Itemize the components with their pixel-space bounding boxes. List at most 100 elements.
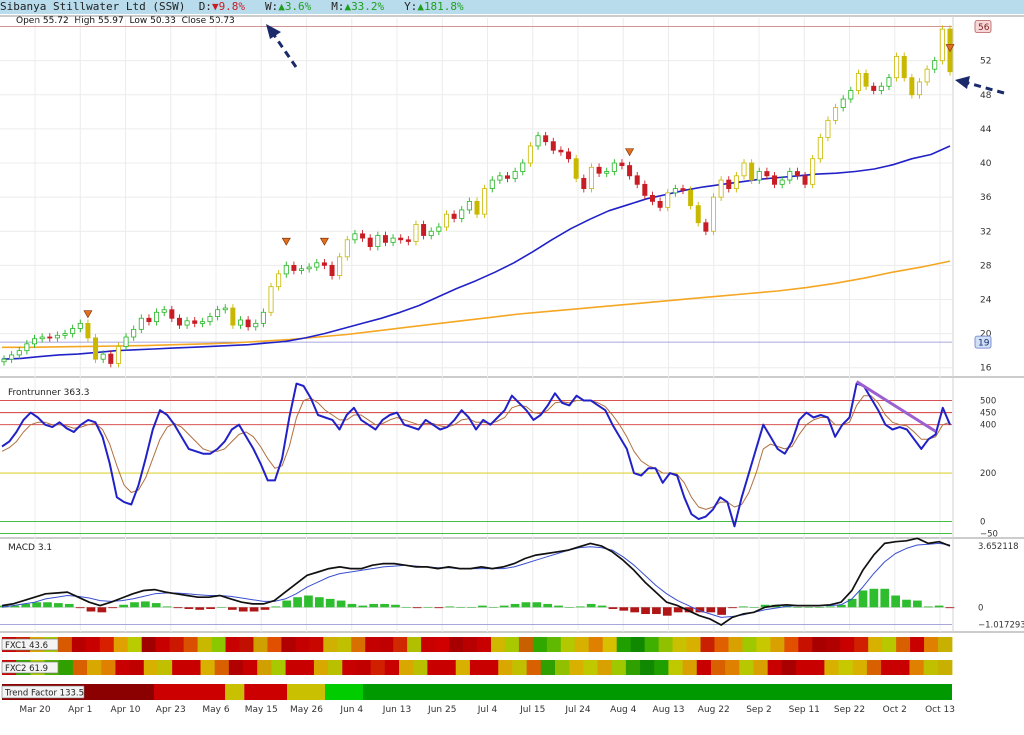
fxc1-cell — [532, 637, 548, 652]
x-tick-label: Oct 2 — [883, 705, 907, 715]
candle-body — [665, 192, 671, 208]
ohlc-readout: Open 55.72 High 55.97 Low 50.33 Close 50… — [16, 16, 235, 26]
macd-histogram-bar — [934, 605, 944, 608]
fxc1-cell — [826, 637, 841, 652]
candle-body — [260, 311, 266, 324]
macd-histogram-bar — [141, 601, 150, 608]
fxc1-cell — [421, 637, 436, 652]
macd-histogram-bar — [521, 602, 531, 608]
x-tick-label: Jul 15 — [519, 705, 545, 715]
candle-body — [321, 262, 327, 266]
fxc2-cell — [271, 660, 286, 675]
macd-line — [1, 537, 951, 626]
fxc2-cell — [739, 660, 754, 675]
fxc2-cell — [413, 660, 428, 675]
candle-body — [85, 322, 91, 339]
macd-histogram-bar — [662, 607, 672, 616]
fxc1-label: FXC1 43.6 — [5, 641, 48, 651]
macd-histogram-bar — [282, 600, 292, 608]
high-value: 55.97 — [97, 16, 124, 26]
macd-histogram-bar — [260, 607, 270, 610]
macd-histogram-bar — [597, 605, 607, 608]
candle-body — [474, 200, 480, 215]
macd-histogram-bar — [54, 603, 63, 608]
candle-body — [169, 309, 175, 319]
macd-histogram-bar — [347, 603, 357, 608]
candle-body — [245, 319, 251, 328]
ref-price-badge — [974, 335, 992, 349]
high-label: High — [74, 16, 96, 26]
fxc2-cell — [710, 660, 726, 675]
candle-body — [535, 135, 541, 147]
fxc1-cell — [770, 637, 785, 652]
daily-change-value: 9.8% — [218, 0, 246, 13]
candle-body — [772, 175, 778, 185]
candle-body — [688, 189, 694, 207]
candle-body — [642, 183, 648, 196]
candle-body — [207, 316, 213, 323]
macd-histogram-bar — [456, 607, 466, 608]
divergence-line — [855, 380, 937, 433]
fxc1-cell — [924, 637, 939, 652]
candle-body — [352, 233, 358, 241]
fxc1-cell — [896, 637, 911, 652]
peak-marker-icon — [281, 237, 291, 246]
candle-body — [764, 171, 770, 177]
fxc2-cell — [484, 660, 499, 675]
fxc1-cell — [714, 637, 729, 652]
candle-body — [627, 165, 633, 177]
fxc1-cell — [99, 637, 115, 652]
fxc1-cell — [435, 637, 450, 652]
candle-body — [611, 162, 617, 172]
fxc2-cell — [937, 660, 953, 675]
candle-body — [199, 321, 205, 324]
candle-body — [482, 188, 488, 215]
fxc2-cell — [753, 660, 769, 675]
fxc1-cell — [672, 637, 687, 652]
macd-histogram-bar — [162, 606, 172, 608]
macd-histogram-bar — [271, 606, 281, 608]
fxc2-cell — [157, 660, 173, 675]
fxc2-cell — [909, 660, 925, 675]
candle-body — [123, 336, 129, 347]
annotation-arrowhead-2-icon — [955, 76, 970, 89]
heatmap-panels: FXC1 43.6 FXC2 61.9 Trend Factor 133.5 — [1, 637, 953, 700]
candle-body — [756, 171, 762, 181]
macd-histogram-bar — [401, 607, 411, 608]
candle-body — [825, 119, 831, 138]
fxc1-cell — [868, 637, 883, 652]
fxc1-cell — [183, 637, 198, 652]
x-tick-label: Apr 1 — [68, 705, 92, 715]
fxc1-cell — [490, 637, 506, 652]
ref-price-badge-text: 19 — [978, 339, 990, 349]
candle-body — [268, 286, 274, 313]
candle-body — [718, 179, 724, 198]
macd-histogram-bar — [684, 607, 694, 613]
macd-histogram-bar — [380, 603, 389, 608]
candle-body — [70, 328, 76, 335]
macd-histogram-bar — [652, 607, 661, 615]
macd-histogram-bar — [847, 598, 857, 608]
macd-histogram-bar — [815, 607, 824, 608]
x-tick-label: Jun 25 — [427, 705, 456, 715]
macd-histogram-bar — [641, 607, 650, 615]
price-tick-label: 16 — [980, 364, 992, 374]
price-tick-label: 24 — [980, 295, 992, 305]
candle-body — [855, 73, 861, 91]
macd-histogram-bar — [445, 606, 455, 608]
macd-histogram-bar — [64, 603, 74, 608]
macd-panel: MACD 3.1 3.652118 0 −1.017293 — [0, 537, 1024, 630]
macd-histogram-bar — [97, 607, 107, 613]
annotation-arrowhead-1-icon — [266, 24, 281, 39]
macd-title: MACD 3.1 — [8, 543, 52, 553]
fxc2-cell — [696, 660, 712, 675]
macd-tick-label: 3.652118 — [978, 542, 1019, 552]
candle-body — [695, 205, 701, 224]
peak-marker-icon — [83, 310, 93, 319]
price-panel: 16202428323640444852565619 — [0, 20, 992, 374]
monthly-change-label: M: — [331, 0, 345, 13]
candle-body — [886, 77, 892, 87]
peak-marker-icon — [319, 237, 329, 246]
weekly-change-label: W: — [264, 0, 279, 13]
